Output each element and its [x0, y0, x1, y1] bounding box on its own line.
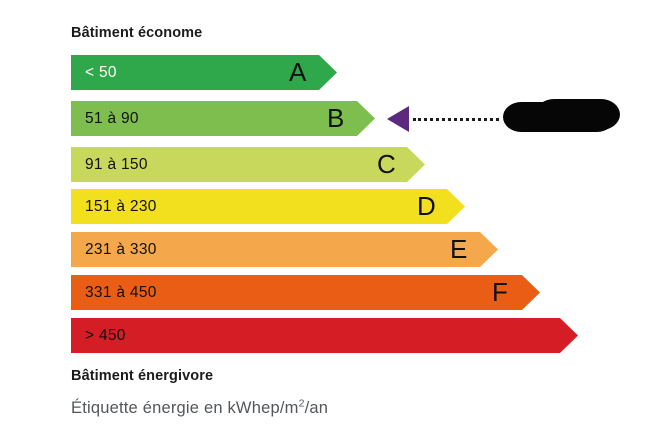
selected-class-arrow-icon [387, 105, 409, 132]
bar-range-label-e: 231 à 330 [85, 241, 157, 258]
bar-letter-c: C [377, 149, 396, 179]
energy-class-bar-g: > 450 [71, 318, 578, 353]
scale-top-caption: Bâtiment économe [71, 25, 203, 41]
bar-range-label-a: < 50 [85, 64, 117, 81]
energy-class-bar-b: 51 à 90 B [71, 101, 375, 136]
bar-letter-b: B [327, 103, 345, 133]
bar-range-label-f: 331 à 450 [85, 284, 157, 301]
energy-class-bar-c: 91 à 150 C [71, 147, 425, 182]
scale-bottom-caption: Bâtiment énergivore [71, 368, 214, 384]
bar-letter-a: A [289, 57, 307, 87]
energy-class-bar-d: 151 à 230 D [71, 189, 465, 224]
redacted-value-blob-overlap [535, 98, 620, 130]
pointer-leader-line [413, 117, 499, 121]
bar-shape-c [71, 147, 425, 182]
energy-class-bar-e: 231 à 330 E [71, 232, 498, 267]
energy-class-bar-f: 331 à 450 F [71, 275, 540, 310]
bar-range-label-b: 51 à 90 [85, 110, 139, 127]
units-caption-exponent: 2 [298, 397, 305, 410]
units-caption-prefix: Étiquette énergie en kWhep/m [71, 399, 299, 417]
bar-range-label-c: 91 à 150 [85, 156, 148, 173]
bar-shape-b [71, 101, 375, 136]
bar-letter-d: D [417, 191, 436, 221]
bar-shape-g [71, 318, 578, 353]
bar-shape-f [71, 275, 540, 310]
units-caption-suffix: /an [304, 399, 329, 417]
bar-range-label-d: 151 à 230 [85, 198, 157, 215]
bar-range-label-g: > 450 [85, 327, 126, 344]
bar-letter-f: F [492, 277, 508, 307]
bar-letter-e: E [450, 234, 468, 264]
bar-shape-e [71, 232, 498, 267]
bar-shape-a [71, 55, 337, 90]
units-caption: Étiquette énergie en kWhep/m2/an [71, 397, 329, 418]
bar-shape-d [71, 189, 465, 224]
energy-class-bar-a: < 50 A [71, 55, 337, 90]
